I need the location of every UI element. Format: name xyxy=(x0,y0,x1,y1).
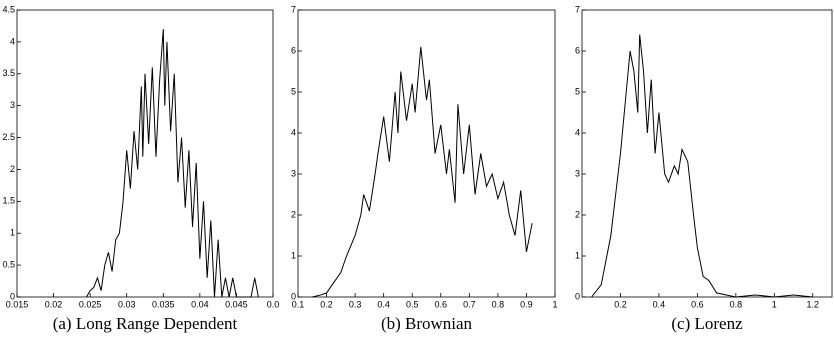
y-tick-label: 3 xyxy=(575,168,580,178)
y-tick-label: 0 xyxy=(10,291,15,301)
y-tick-label: 7 xyxy=(291,4,296,14)
x-tick-label: 0.2 xyxy=(614,299,627,309)
x-tick-label: 0.8 xyxy=(730,299,743,309)
y-tick-label: 4 xyxy=(291,127,296,137)
x-tick-label: 0.02 xyxy=(45,299,63,309)
y-tick-label: 3 xyxy=(10,100,15,110)
y-tick-label: 2 xyxy=(291,209,296,219)
y-tick-label: 2.5 xyxy=(2,132,15,142)
x-tick-label: 1 xyxy=(772,299,777,309)
x-tick-label: 0.9 xyxy=(520,299,533,309)
data-line xyxy=(591,34,813,298)
x-tick-label: 1.2 xyxy=(807,299,820,309)
y-tick-label: 4 xyxy=(575,127,580,137)
y-tick-label: 1.5 xyxy=(2,196,15,206)
plot-frame xyxy=(581,9,833,298)
x-tick-label: 0.4 xyxy=(377,299,390,309)
y-tick-label: 7 xyxy=(575,4,580,14)
y-tick-label: 5 xyxy=(291,86,296,96)
y-tick-label: 4.5 xyxy=(2,4,15,14)
y-tick-label: 4 xyxy=(10,36,15,46)
x-tick-label: 1 xyxy=(552,299,557,309)
y-tick-label: 3 xyxy=(291,168,296,178)
x-tick-label: 0.6 xyxy=(435,299,448,309)
y-tick-label: 0 xyxy=(291,291,296,301)
x-tick-label: 0.1 xyxy=(292,299,305,309)
x-tick-label: 0.015 xyxy=(6,299,29,309)
x-tick-label: 0.5 xyxy=(406,299,419,309)
caption: (b) Brownian xyxy=(381,314,473,333)
y-tick-label: 0.5 xyxy=(2,259,15,269)
x-tick-label: 0.6 xyxy=(691,299,704,309)
y-tick-label: 1 xyxy=(10,228,15,238)
y-tick-label: 3.5 xyxy=(2,68,15,78)
y-tick-label: 1 xyxy=(291,250,296,260)
x-tick-label: 0.8 xyxy=(492,299,505,309)
caption: (a) Long Range Dependent xyxy=(53,314,238,333)
x-tick-label: 0.035 xyxy=(152,299,175,309)
x-tick-label: 0.045 xyxy=(225,299,248,309)
x-tick-label: 0.03 xyxy=(118,299,136,309)
y-tick-label: 2 xyxy=(575,209,580,219)
x-tick-label: 0.04 xyxy=(191,299,209,309)
x-tick-label: 0.4 xyxy=(653,299,666,309)
x-tick-label: 0.0 xyxy=(267,299,280,309)
caption: (c) Lorenz xyxy=(671,314,743,333)
x-tick-label: 0.025 xyxy=(79,299,102,309)
data-line xyxy=(86,29,259,298)
y-tick-label: 6 xyxy=(291,45,296,55)
y-tick-label: 2 xyxy=(10,164,15,174)
y-tick-label: 5 xyxy=(575,86,580,96)
x-tick-label: 0.2 xyxy=(320,299,333,309)
y-tick-label: 6 xyxy=(575,45,580,55)
y-tick-label: 1 xyxy=(575,250,580,260)
plot-frame xyxy=(297,9,556,298)
data-line xyxy=(312,46,533,298)
y-tick-label: 0 xyxy=(575,291,580,301)
plot-frame xyxy=(16,9,274,298)
x-tick-label: 0.7 xyxy=(463,299,476,309)
x-tick-label: 0.3 xyxy=(349,299,362,309)
